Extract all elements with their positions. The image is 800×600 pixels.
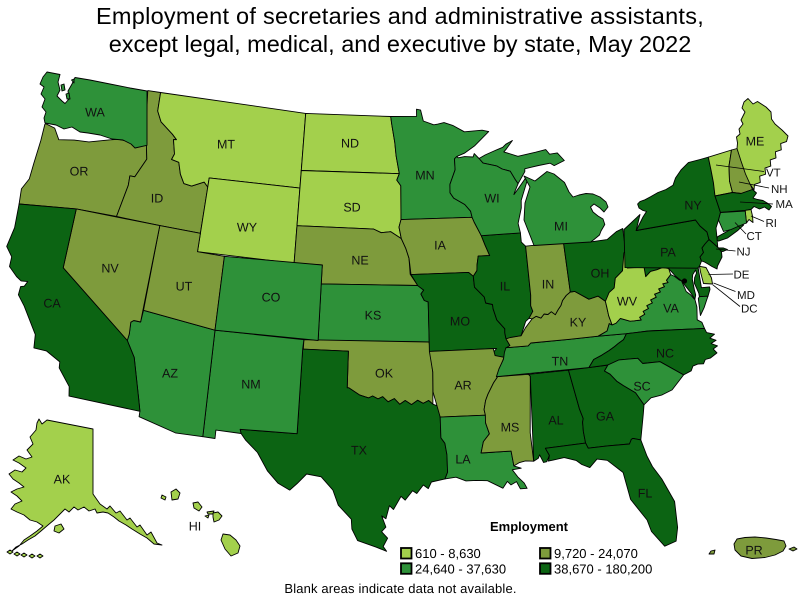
svg-text:WI: WI — [484, 191, 499, 205]
svg-text:Employment: Employment — [490, 519, 569, 534]
svg-text:UT: UT — [176, 279, 193, 293]
svg-text:KS: KS — [365, 308, 382, 322]
svg-text:WA: WA — [85, 105, 105, 119]
svg-text:24,640 - 37,630: 24,640 - 37,630 — [415, 562, 506, 577]
svg-text:MA: MA — [776, 199, 794, 211]
svg-text:9,720 - 24,070: 9,720 - 24,070 — [554, 546, 638, 561]
svg-text:NC: NC — [656, 346, 674, 360]
svg-text:TX: TX — [351, 443, 368, 457]
svg-text:KY: KY — [570, 315, 587, 329]
svg-text:TN: TN — [552, 354, 569, 368]
svg-text:38,670 - 180,200: 38,670 - 180,200 — [554, 562, 652, 577]
svg-text:MT: MT — [217, 137, 235, 151]
svg-text:FL: FL — [638, 486, 653, 500]
svg-text:NM: NM — [241, 377, 260, 391]
svg-text:ME: ME — [746, 134, 765, 148]
svg-text:OH: OH — [591, 266, 610, 280]
svg-text:IL: IL — [500, 279, 510, 293]
svg-text:SD: SD — [343, 200, 360, 214]
svg-text:VT: VT — [766, 168, 781, 180]
svg-text:VA: VA — [663, 301, 679, 315]
svg-text:MI: MI — [554, 219, 568, 233]
svg-text:IA: IA — [434, 238, 446, 252]
svg-text:HI: HI — [189, 519, 202, 533]
svg-text:PR: PR — [745, 543, 762, 557]
svg-text:WV: WV — [617, 294, 638, 308]
svg-text:OK: OK — [375, 366, 394, 380]
svg-text:NH: NH — [771, 184, 788, 196]
svg-text:NV: NV — [101, 261, 119, 275]
svg-text:ND: ND — [341, 136, 359, 150]
svg-text:MS: MS — [501, 420, 520, 434]
svg-text:DC: DC — [741, 304, 758, 316]
svg-text:DE: DE — [734, 270, 750, 282]
svg-text:WY: WY — [237, 220, 258, 234]
svg-text:CT: CT — [747, 231, 762, 243]
svg-text:NY: NY — [684, 198, 702, 212]
svg-text:Blank areas indicate data not: Blank areas indicate data not available. — [284, 581, 516, 596]
svg-text:IN: IN — [542, 277, 555, 291]
svg-text:NJ: NJ — [737, 247, 751, 259]
svg-text:MO: MO — [450, 314, 470, 328]
svg-text:MD: MD — [737, 290, 755, 302]
svg-text:NE: NE — [351, 253, 368, 267]
svg-text:LA: LA — [455, 452, 471, 466]
svg-text:CO: CO — [262, 290, 281, 304]
svg-text:PA: PA — [660, 245, 676, 259]
svg-text:CA: CA — [43, 296, 61, 310]
svg-text:OR: OR — [70, 164, 89, 178]
svg-text:AR: AR — [454, 378, 471, 392]
svg-text:AL: AL — [548, 413, 563, 427]
svg-text:610 - 8,630: 610 - 8,630 — [415, 546, 481, 561]
svg-text:AK: AK — [54, 472, 71, 486]
svg-text:ID: ID — [151, 191, 164, 205]
svg-text:SC: SC — [633, 379, 650, 393]
svg-text:RI: RI — [766, 218, 778, 230]
svg-text:AZ: AZ — [162, 366, 178, 380]
svg-text:MN: MN — [415, 168, 434, 182]
svg-text:GA: GA — [596, 409, 615, 423]
